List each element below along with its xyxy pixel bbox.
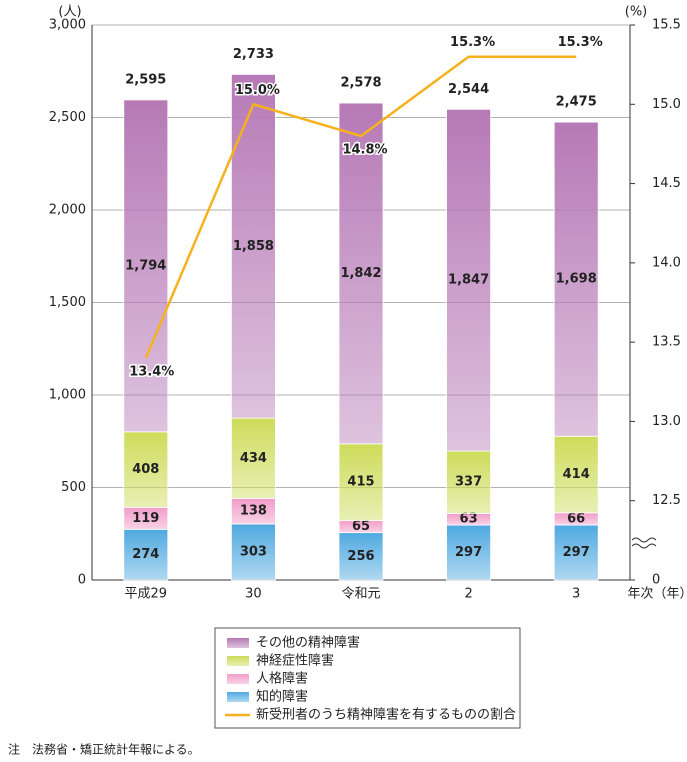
y2-tick-label: 14.0 xyxy=(652,255,681,270)
bar-segment xyxy=(338,102,384,445)
value-label: 119 xyxy=(132,511,159,526)
legend-label: 知的障害 xyxy=(256,689,308,705)
bar-segment xyxy=(446,450,492,514)
y-tick-label: 1,500 xyxy=(49,295,86,310)
bar-segment xyxy=(230,73,276,419)
value-label: 303 xyxy=(240,544,267,559)
legend-swatch xyxy=(227,656,249,666)
value-label: 1,858 xyxy=(233,239,274,254)
total-label: 2,544 xyxy=(448,82,489,97)
total-label: 2,578 xyxy=(340,76,381,91)
legend-box xyxy=(214,627,521,729)
y-tick-label: 1,000 xyxy=(49,388,86,403)
y2-tick-label: 14.5 xyxy=(652,176,681,191)
total-label: 2,595 xyxy=(125,72,166,87)
bar-segment xyxy=(338,532,384,581)
y-tick-label: 500 xyxy=(61,480,86,495)
y-tick-label: 2,000 xyxy=(49,203,86,218)
value-label: 414 xyxy=(563,467,590,482)
y2-tick-label: 13.5 xyxy=(652,335,681,350)
value-label: 138 xyxy=(240,504,267,519)
y-unit: (人) xyxy=(58,5,81,20)
y-tick-label: 3,000 xyxy=(49,18,86,33)
y2-tick-label: 0 xyxy=(652,573,660,588)
bar-segment xyxy=(553,435,599,514)
y-tick-label: 2,500 xyxy=(49,110,86,125)
x-tick-label: 平成29 xyxy=(125,587,168,602)
value-label: 1,842 xyxy=(340,266,381,281)
line-value-label: 15.3% xyxy=(558,35,603,50)
value-label: 1,847 xyxy=(448,273,489,288)
line-value-label: 15.3% xyxy=(450,35,495,50)
note: 注 法務省・矯正統計年報による。 xyxy=(8,742,200,757)
bar-segment xyxy=(123,528,169,581)
value-label: 274 xyxy=(132,547,159,562)
value-label: 66 xyxy=(567,511,585,526)
value-label: 337 xyxy=(455,475,482,490)
legend-label: 神経症性障害 xyxy=(256,653,334,669)
line-value-label: 13.4% xyxy=(129,365,174,380)
line-value-label: 15.0% xyxy=(235,83,280,98)
y-tick-label: 0 xyxy=(78,573,86,588)
y2-unit: (%) xyxy=(625,5,648,20)
axis-break xyxy=(631,537,657,549)
bar-segment xyxy=(230,523,276,581)
legend-swatch xyxy=(227,692,249,702)
legend-swatch xyxy=(227,674,249,684)
y2-tick-label: 13.0 xyxy=(652,414,681,429)
bar-segment xyxy=(553,121,599,437)
line-value-label: 14.8% xyxy=(342,143,387,158)
value-label: 408 xyxy=(132,462,159,477)
x-label: 年次（年） xyxy=(627,586,687,602)
x-tick-label: 2 xyxy=(464,587,472,602)
bar-segment xyxy=(446,524,492,581)
bar-segment xyxy=(230,417,276,499)
value-label: 297 xyxy=(455,545,482,560)
x-tick-label: 30 xyxy=(245,587,262,602)
bar-segment xyxy=(123,431,169,508)
legend-swatch xyxy=(227,638,249,648)
legend-label: その他の精神障害 xyxy=(256,635,360,651)
bar-segment xyxy=(230,498,276,525)
value-label: 1,698 xyxy=(556,272,597,287)
legend-label: 人格障害 xyxy=(256,671,308,687)
bar-segment xyxy=(338,443,384,522)
bar-segment xyxy=(446,108,492,452)
value-label: 297 xyxy=(563,545,590,560)
value-label: 63 xyxy=(460,512,478,527)
line xyxy=(144,55,577,359)
value-label: 65 xyxy=(352,519,370,534)
y2-tick-label: 15.0 xyxy=(652,97,681,112)
y2-tick-label: 15.5 xyxy=(652,18,681,33)
y2-tick-label: 12.5 xyxy=(652,493,681,508)
value-label: 1,794 xyxy=(125,258,166,273)
x-tick-label: 3 xyxy=(572,587,580,602)
total-label: 2,733 xyxy=(233,47,274,62)
value-label: 434 xyxy=(240,451,267,466)
total-label: 2,475 xyxy=(556,95,597,110)
value-label: 256 xyxy=(347,549,374,564)
bar-segment xyxy=(123,99,169,433)
x-tick-label: 令和元 xyxy=(341,587,380,602)
value-label: 415 xyxy=(347,475,374,490)
legend-label: 新受刑者のうち精神障害を有するものの割合 xyxy=(256,707,516,723)
